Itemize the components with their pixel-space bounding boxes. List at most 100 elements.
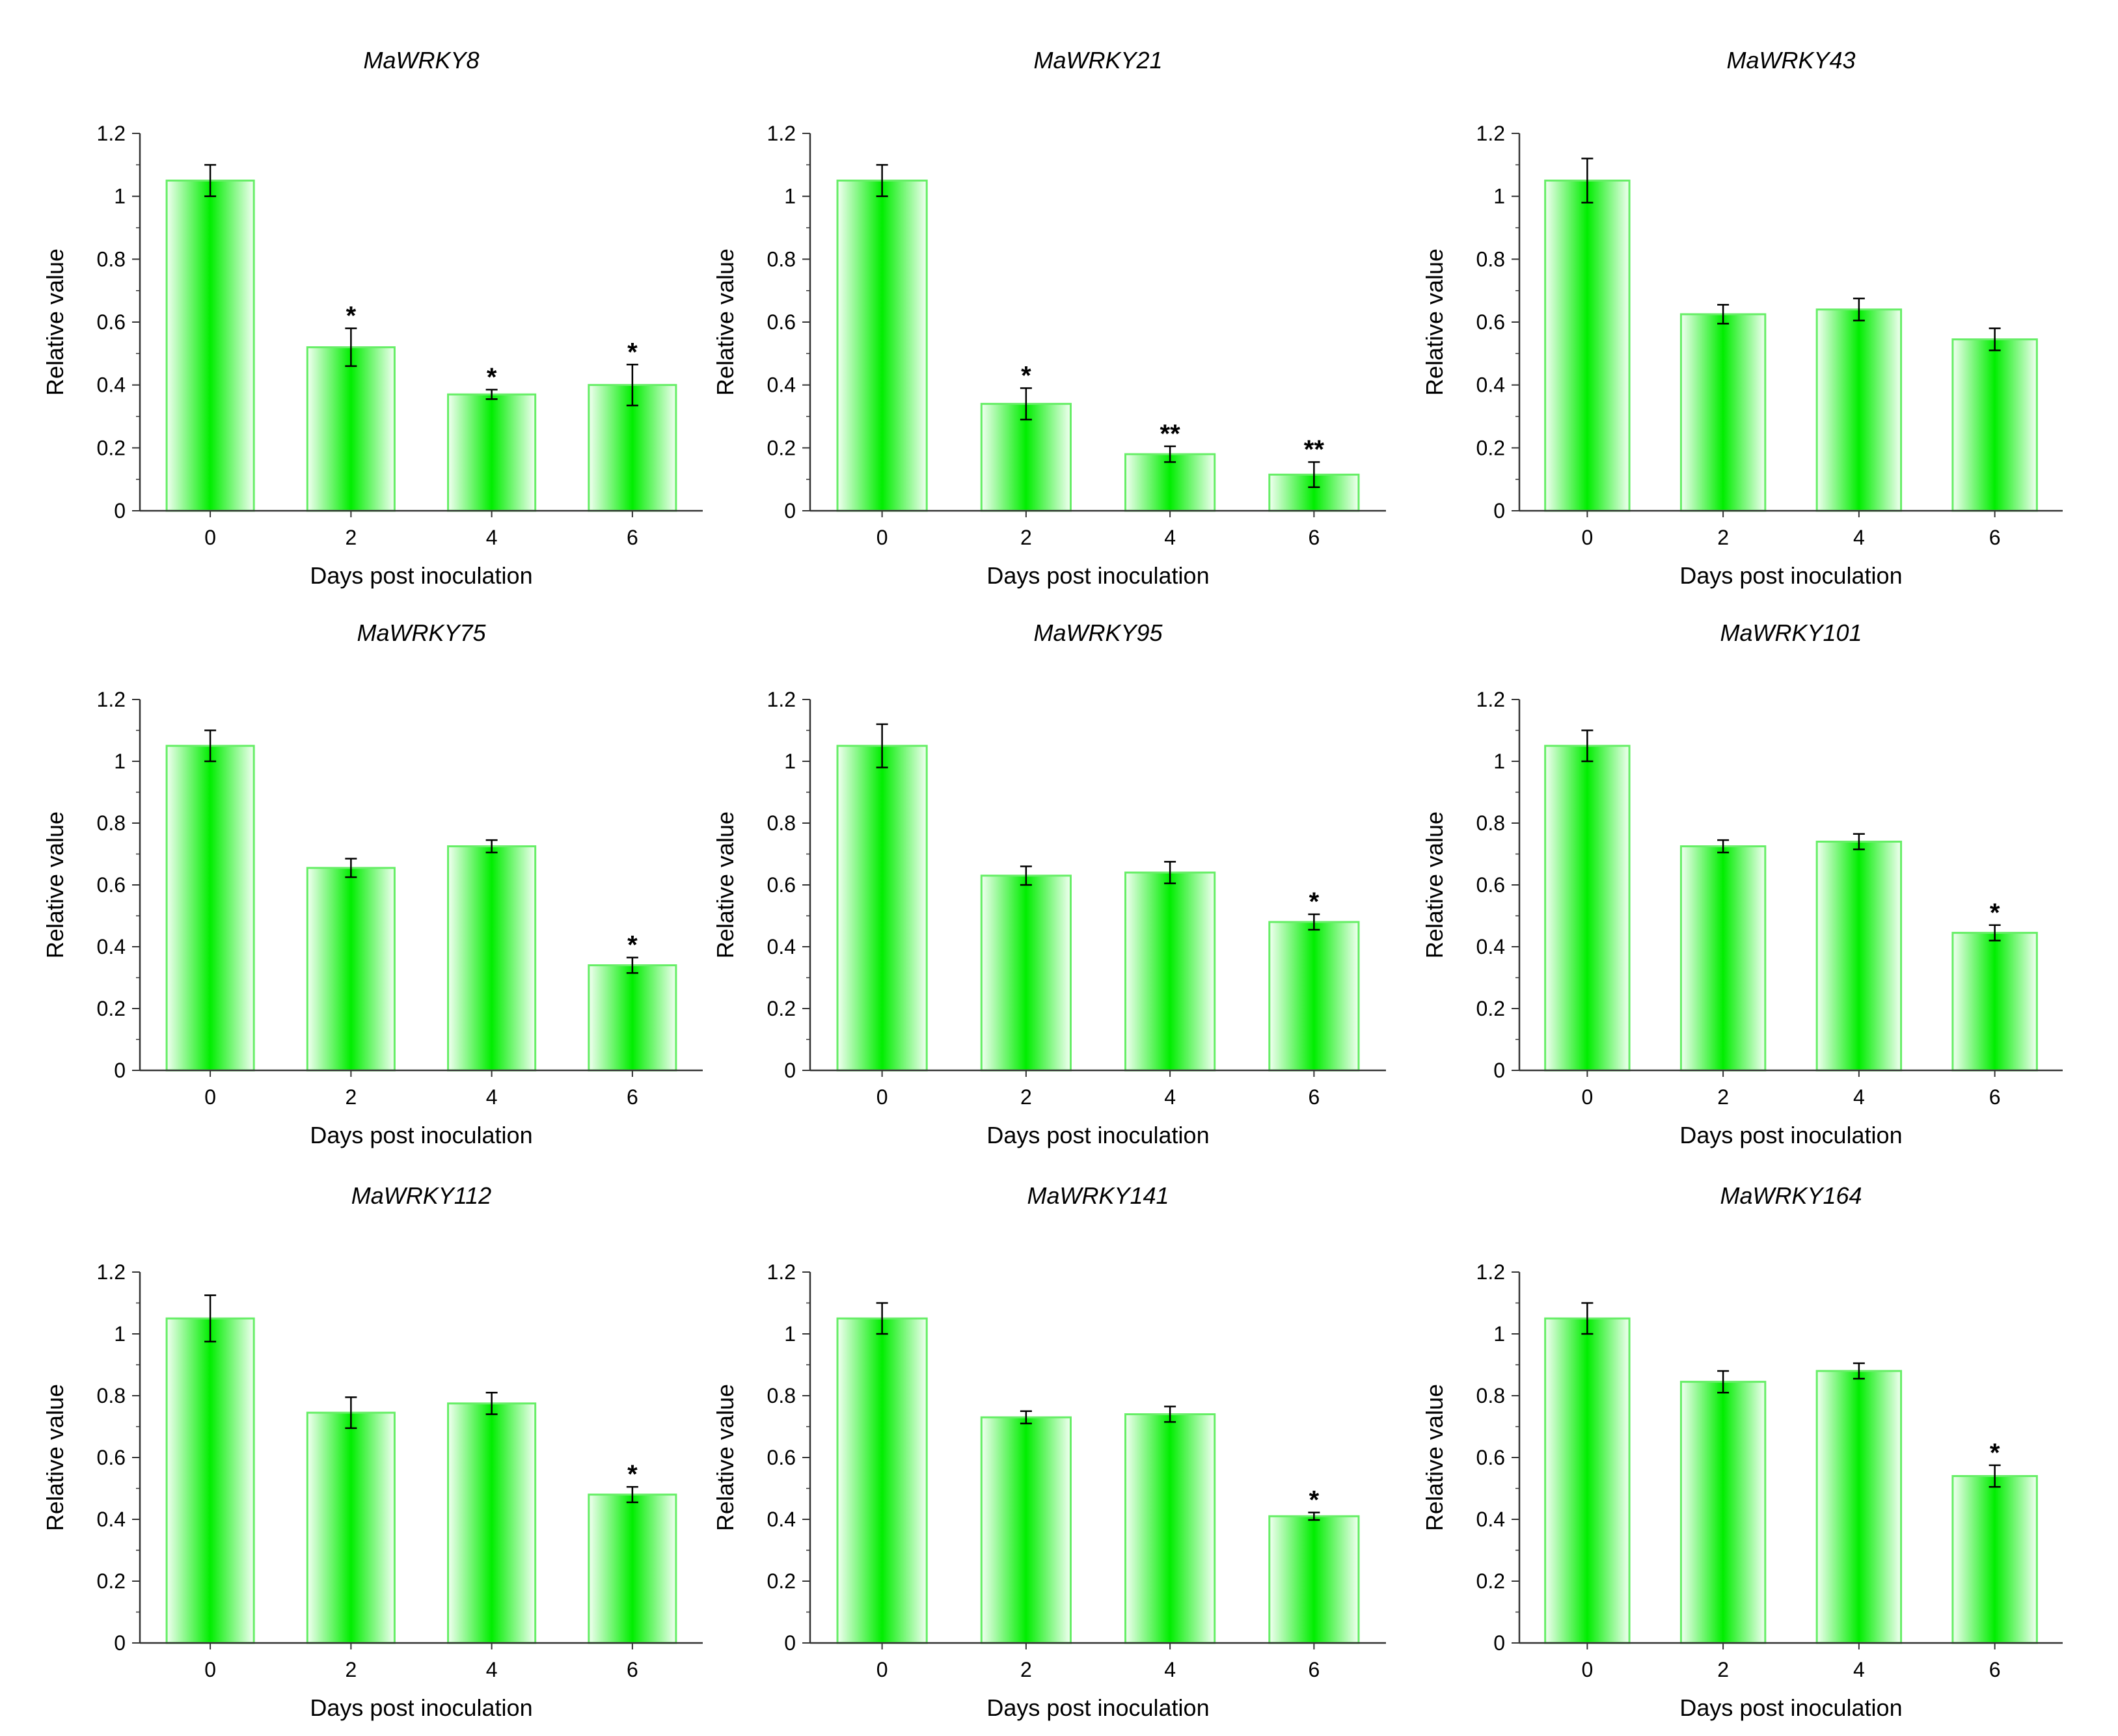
bar [836,744,928,1072]
error-bar [204,1294,217,1343]
error-bar [1308,913,1320,931]
bar [1679,845,1767,1072]
bar [306,867,396,1072]
y-tick-label: 0.8 [767,1384,796,1407]
y-tick-label: 0.8 [767,811,796,835]
y-tick-label: 1 [1493,185,1505,208]
error-bar [1717,304,1730,325]
y-tick-label: 1 [784,1322,796,1346]
x-tick-label: 4 [486,1085,498,1109]
y-tick-label: 0 [1493,1059,1505,1082]
y-tick-label: 1 [784,185,796,208]
x-tick-label: 2 [1020,1658,1032,1681]
y-tick-label: 1 [1493,1322,1505,1346]
y-tick-label: 1 [114,1322,126,1346]
x-tick-label: 2 [345,526,357,549]
y-tick-label: 0 [114,1631,126,1655]
error-bar [204,164,217,197]
x-tick-label: 2 [1020,1085,1032,1109]
error-bar [1164,445,1176,463]
y-tick-label: 0.8 [1476,811,1505,835]
error-bar [626,956,638,974]
chart-panel-7: MaWRKY112 0 2 4 * 6 0 0.2 0.4 0.6 0.8 1 1.2 Days post… [42,1182,703,1721]
error-bar [204,729,217,763]
y-axis-label: Relative value [42,1384,68,1531]
y-tick-label: 0.6 [1476,873,1505,897]
bar [1544,1317,1631,1644]
significance-mark: * [1990,1439,2000,1467]
error-bar [1020,865,1032,886]
y-tick-label: 0.2 [1476,997,1505,1020]
y-tick-label: 0.6 [767,873,796,897]
y-tick-label: 0.8 [97,811,126,835]
bar [1544,744,1631,1072]
bar [306,346,396,512]
y-tick-label: 0.4 [1476,373,1505,397]
significance-mark: * [1021,362,1031,390]
error-bar [1164,861,1176,884]
y-tick-label: 0.4 [97,935,126,958]
bar [447,845,537,1072]
x-tick-label: 0 [204,526,216,549]
y-tick-label: 1.2 [767,122,796,145]
x-tick-label: 6 [627,1658,638,1681]
chart-panel-1: MaWRKY8 0 * 2 * 4 * 6 0 0.2 0.4 0.6 0.8 1 1.2 Days post… [42,47,703,589]
error-bar [345,858,357,878]
y-tick-label: 0.8 [1476,1384,1505,1407]
y-tick-label: 0.6 [767,1446,796,1469]
y-tick-label: 0.8 [1476,247,1505,271]
y-axis-label: Relative value [42,249,68,396]
x-axis-label: Days post inoculation [310,1122,532,1148]
bar [1951,1475,2038,1644]
significance-mark: * [1309,1486,1320,1515]
x-tick-label: 2 [1717,1085,1729,1109]
x-tick-label: 0 [204,1085,216,1109]
y-tick-label: 0.2 [767,997,796,1020]
bar [980,875,1072,1072]
y-tick-label: 0.4 [1476,1508,1505,1531]
error-bar [626,1485,638,1504]
chart-panel-3: MaWRKY43 0 2 4 6 0 0.2 0.4 0.6 0.8 1 1.2 Days post i… [1421,47,2063,589]
x-tick-label: 0 [1581,1658,1593,1681]
y-tick-label: 0 [1493,1631,1505,1655]
y-tick-label: 0 [784,499,796,522]
bar [1815,1370,1903,1644]
x-tick-label: 4 [486,526,498,549]
y-axis-label: Relative value [1421,811,1448,958]
bar [1679,1381,1767,1644]
chart-title: MaWRKY112 [351,1182,491,1209]
y-tick-label: 0.6 [97,310,126,334]
x-tick-label: 4 [1853,526,1865,549]
x-tick-label: 2 [1717,526,1729,549]
error-bar [1717,1370,1730,1394]
x-tick-label: 2 [1717,1658,1729,1681]
error-bar [1989,924,2001,942]
x-axis-label: Days post inoculation [986,1122,1209,1148]
significance-mark: ** [1160,420,1181,448]
bar [588,1493,677,1644]
x-tick-label: 6 [1989,1085,2001,1109]
y-tick-label: 0.2 [767,436,796,459]
y-tick-label: 1.2 [97,122,126,145]
bar [447,393,537,512]
y-tick-label: 0.4 [97,1508,126,1531]
x-tick-label: 4 [1164,1658,1176,1681]
bar [1268,1515,1360,1644]
x-tick-label: 0 [204,1658,216,1681]
y-tick-label: 0.4 [767,1508,796,1531]
y-tick-label: 1 [784,750,796,773]
y-axis-label: Relative value [712,811,739,958]
y-tick-label: 1 [1493,750,1505,773]
error-bar [1989,1464,2001,1488]
error-bar [1308,461,1320,488]
bar [1815,308,1903,512]
y-tick-label: 0.4 [97,373,126,397]
x-tick-label: 4 [486,1658,498,1681]
chart-panel-6: MaWRKY101 0 2 4 * 6 0 0.2 0.4 0.6 0.8 1 1.2 Days post… [1421,619,2063,1148]
y-tick-label: 0.4 [767,935,796,958]
bar [980,403,1072,512]
x-tick-label: 0 [876,1658,888,1681]
bar [165,744,255,1072]
y-tick-label: 1.2 [97,1260,126,1284]
